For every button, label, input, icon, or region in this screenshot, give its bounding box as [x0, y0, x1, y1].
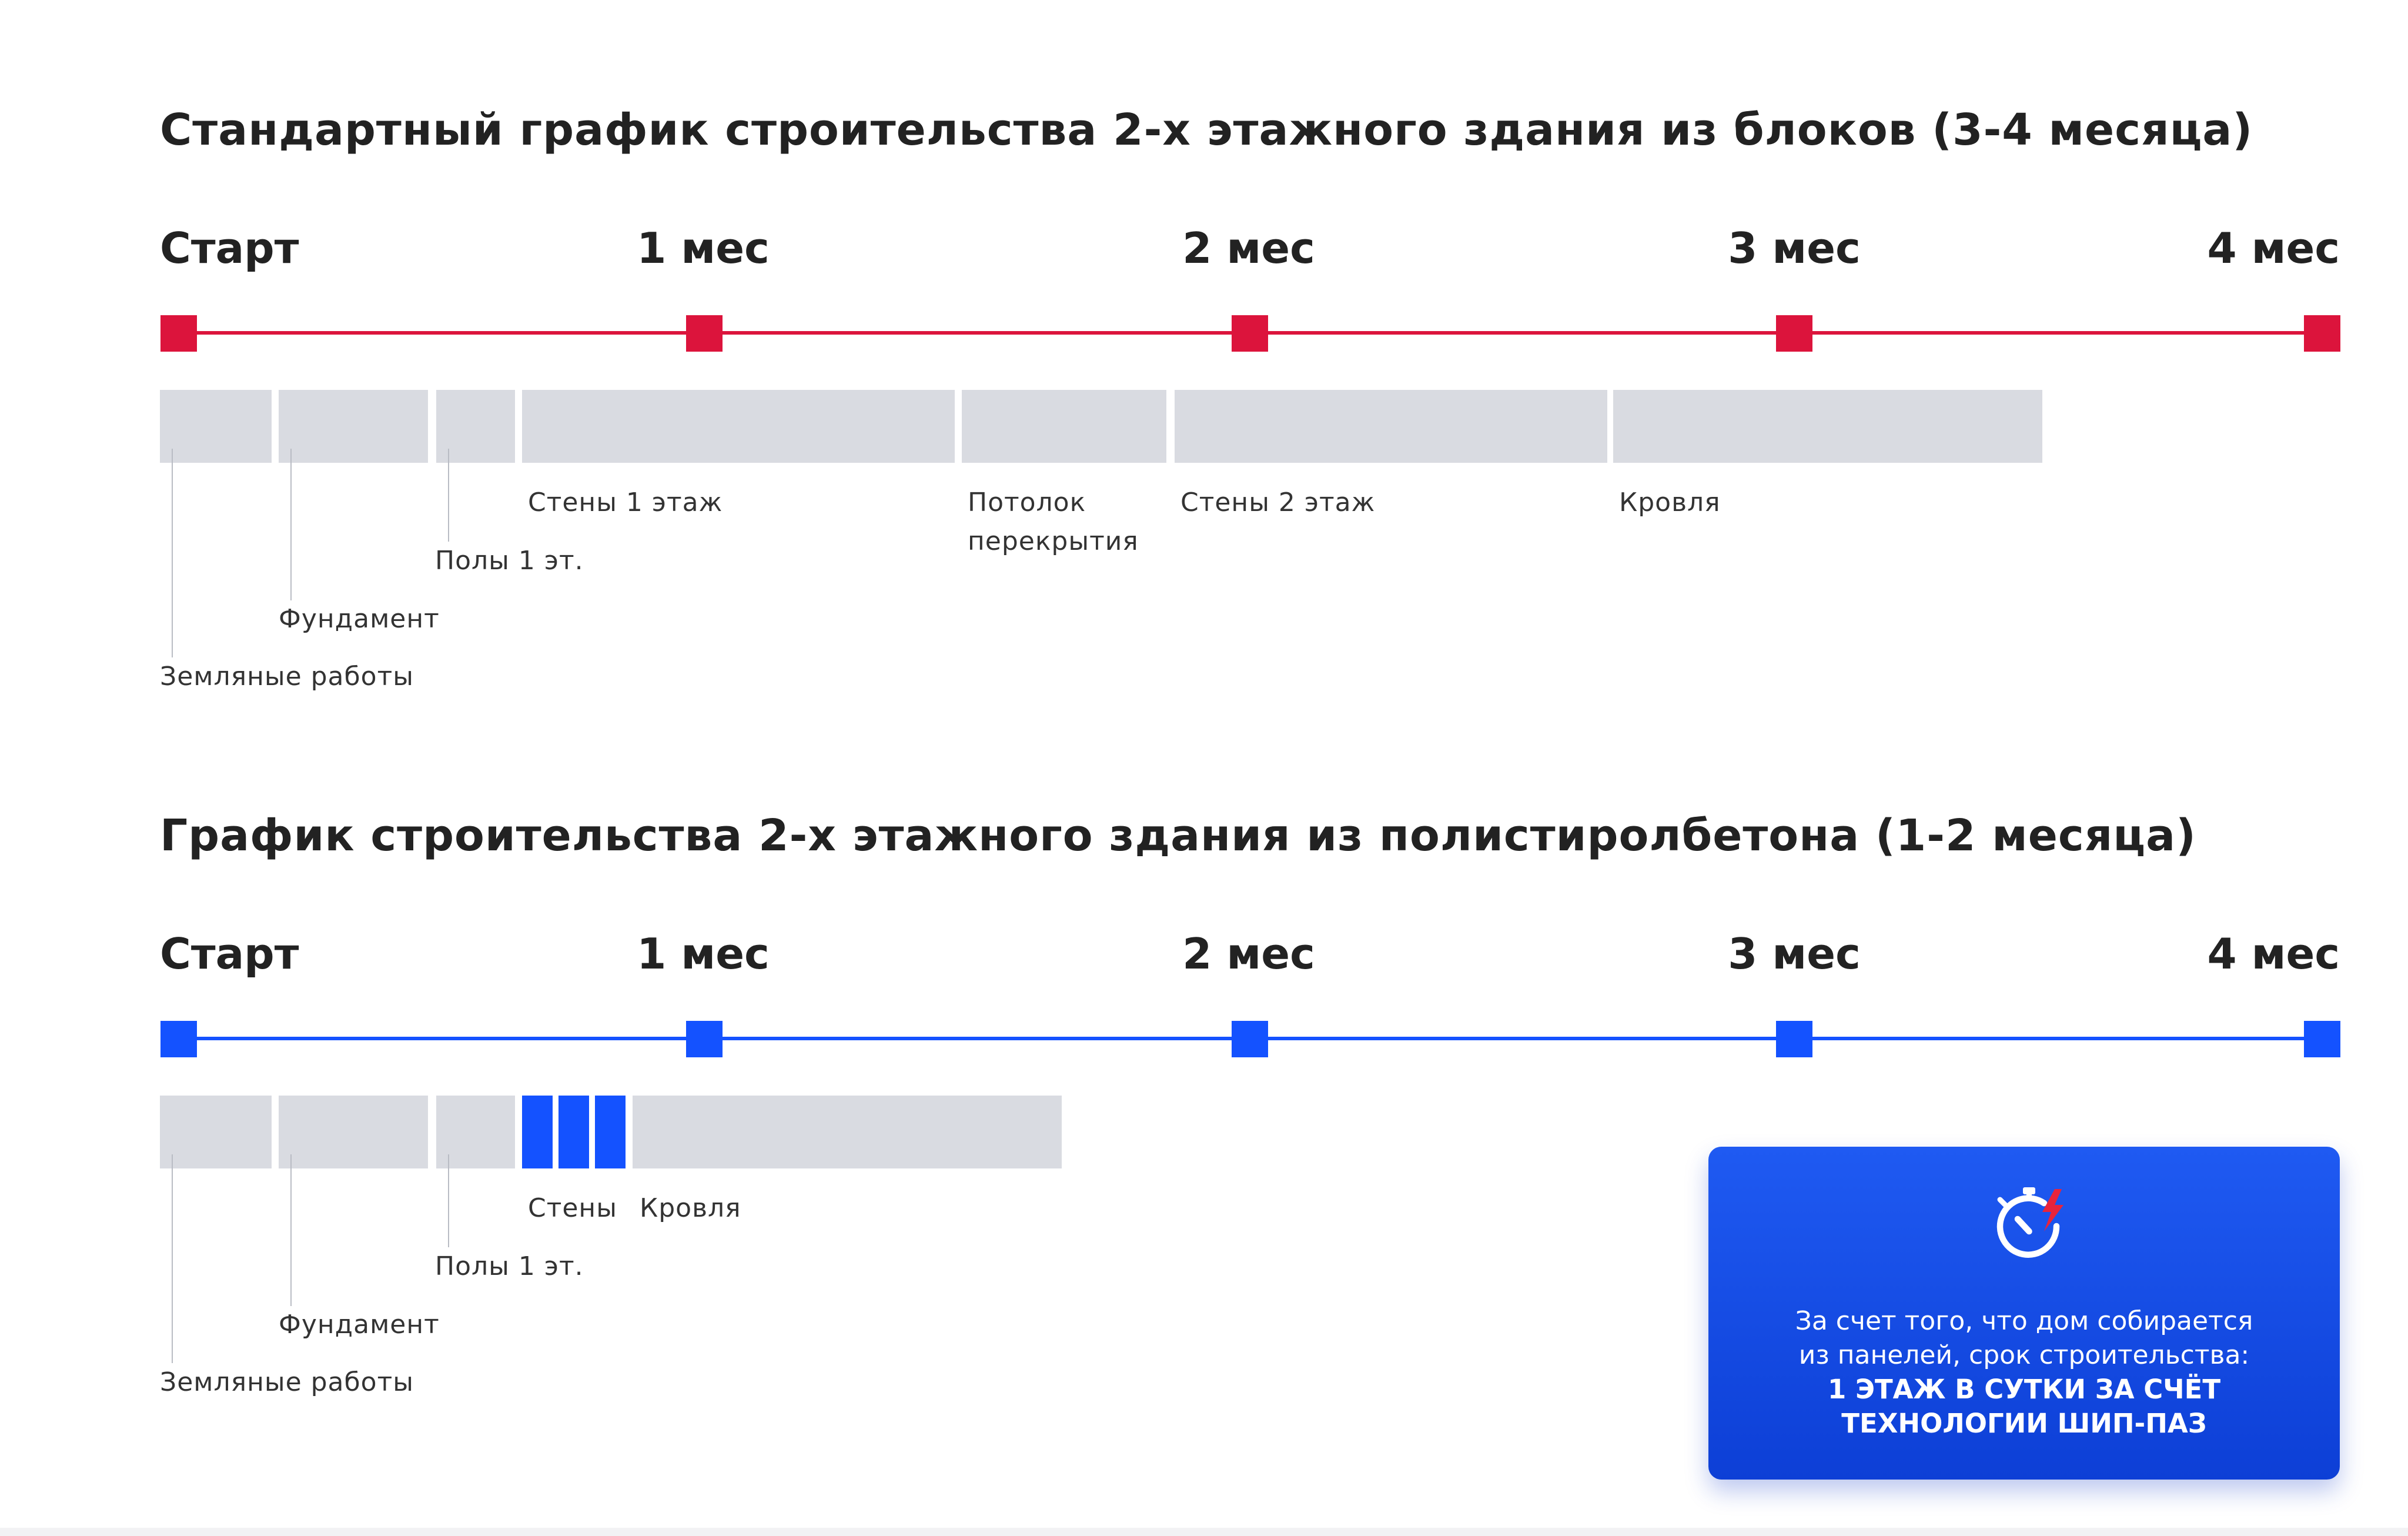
- phase-label-roof: Кровля: [640, 1193, 741, 1223]
- leader-line: [448, 1154, 449, 1247]
- phase-label-foundation: Фундамент: [279, 1310, 440, 1340]
- milestone-label-start: Старт: [160, 929, 299, 979]
- phase-label-ceiling: Потолок перекрытия: [968, 487, 1139, 556]
- leader-line: [290, 449, 292, 600]
- milestone-marker-start: [160, 1021, 197, 1057]
- phase-bar-roof: [1613, 390, 2042, 463]
- standard-schedule-title: Стандартный график строительства 2-х эта…: [160, 105, 2253, 155]
- phase-label-roof: Кровля: [1619, 487, 1721, 517]
- phase-label-floors-1: Полы 1 эт.: [435, 1251, 584, 1281]
- milestone-marker-4-month: [2304, 1021, 2340, 1057]
- milestone-marker-2-month: [1232, 315, 1268, 352]
- phase-label-walls-1: Стены 1 этаж: [528, 487, 723, 517]
- phase-label-foundation: Фундамент: [279, 604, 440, 634]
- milestone-marker-3-month: [1776, 315, 1812, 352]
- callout-text: За счет того, что дом собирается из пане…: [1708, 1304, 2340, 1441]
- callout-line-2: из панелей, срок строительства:: [1798, 1340, 2250, 1370]
- phase-bar-earthworks: [160, 390, 272, 463]
- phase-bar-foundation: [279, 390, 428, 463]
- milestone-marker-1-month: [686, 1021, 723, 1057]
- milestone-label-3-month: 3 мес: [1728, 223, 1861, 273]
- phase-bar-walls-day-2: [558, 1096, 589, 1168]
- page-bottom-divider: [0, 1528, 2408, 1536]
- phase-bar-floors-1: [436, 390, 515, 463]
- phase-bar-ceiling: [962, 390, 1166, 463]
- callout-bold-line-1: 1 ЭТАЖ В СУТКИ ЗА СЧЁТ: [1827, 1374, 2221, 1405]
- callout-bold-line-2: ТЕХНОЛОГИИ ШИП-ПАЗ: [1841, 1408, 2207, 1439]
- standard-schedule-section: Стандартный график строительства 2-х эта…: [0, 0, 2408, 706]
- phase-label-walls-2: Стены 2 этаж: [1180, 487, 1376, 517]
- stopwatch-lightning-icon: [1996, 1187, 2063, 1258]
- milestone-marker-4-month: [2304, 315, 2340, 352]
- phase-bar-walls-2: [1175, 390, 1607, 463]
- milestone-marker-1-month: [686, 315, 723, 352]
- milestone-marker-start: [160, 315, 197, 352]
- technology-callout-card: За счет того, что дом собирается из пане…: [1708, 1147, 2340, 1480]
- milestone-marker-3-month: [1776, 1021, 1812, 1057]
- leader-line: [172, 1154, 173, 1363]
- phase-bar-foundation: [279, 1096, 428, 1168]
- milestone-label-1-month: 1 мес: [637, 929, 770, 979]
- phase-label-earthworks: Земляные работы: [160, 662, 414, 692]
- milestone-label-2-month: 2 мес: [1182, 223, 1315, 273]
- foam-schedule-title: График строительства 2-х этажного здания…: [160, 810, 2196, 861]
- callout-line-1: За счет того, что дом собирается: [1795, 1306, 2253, 1336]
- milestone-label-4-month: 4 мес: [2207, 223, 2340, 273]
- phase-bar-walls-day-1: [522, 1096, 553, 1168]
- phase-bar-roof: [633, 1096, 1062, 1168]
- milestone-label-2-month: 2 мес: [1182, 929, 1315, 979]
- milestone-label-4-month: 4 мес: [2207, 929, 2340, 979]
- milestone-label-start: Старт: [160, 223, 299, 273]
- phase-label-floors-1: Полы 1 эт.: [435, 546, 584, 576]
- phase-bar-floors-1: [436, 1096, 515, 1168]
- foam-schedule-section: График строительства 2-х этажного здания…: [0, 706, 2408, 1411]
- milestone-label-3-month: 3 мес: [1728, 929, 1861, 979]
- phase-bar-earthworks: [160, 1096, 272, 1168]
- leader-line: [172, 449, 173, 657]
- phase-bar-walls-1: [522, 390, 955, 463]
- leader-line: [448, 449, 449, 542]
- milestone-label-1-month: 1 мес: [637, 223, 770, 273]
- phase-bar-walls-day-3: [595, 1096, 626, 1168]
- phase-label-earthworks: Земляные работы: [160, 1367, 414, 1397]
- phase-label-walls: Стены: [528, 1193, 617, 1223]
- milestone-marker-2-month: [1232, 1021, 1268, 1057]
- leader-line: [290, 1154, 292, 1306]
